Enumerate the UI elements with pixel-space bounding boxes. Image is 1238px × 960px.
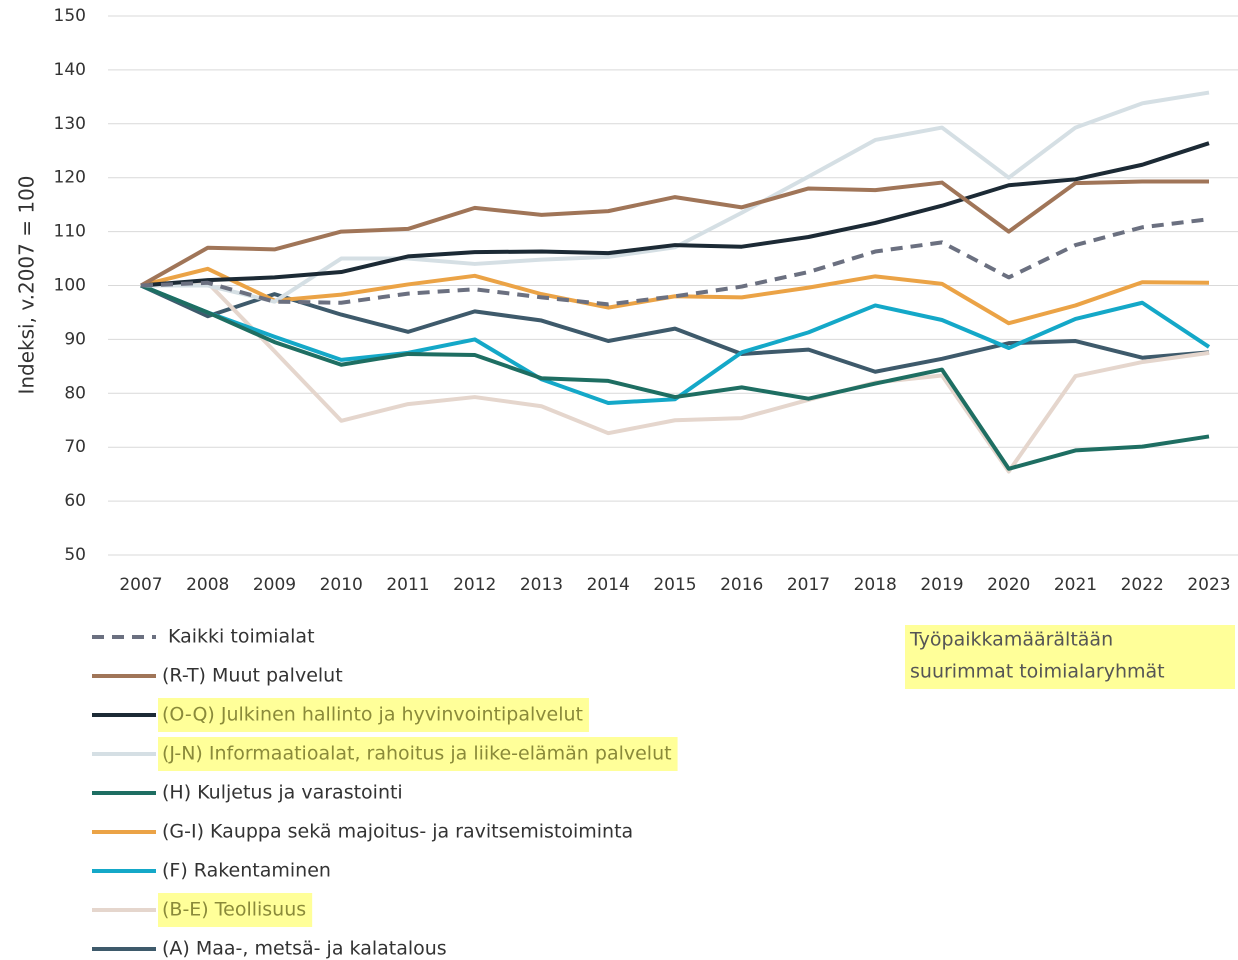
series-line (140, 141, 1210, 288)
x-tick-label: 2022 (1121, 575, 1164, 595)
x-tick-label: 2012 (453, 575, 496, 595)
x-tick-label: 2018 (854, 575, 897, 595)
annotation: suurimmat toimialaryhmät (910, 661, 1165, 683)
series-line (140, 283, 1210, 471)
series-line (140, 266, 1210, 326)
y-tick-label: 110 (54, 222, 86, 242)
x-tick-label: 2014 (587, 575, 630, 595)
x-tick-label: 2009 (253, 575, 296, 595)
x-tick-label: 2013 (520, 575, 563, 595)
legend-label: (R-T) Muut palvelut (162, 665, 343, 687)
x-tick-label: 2023 (1187, 575, 1230, 595)
x-tick-label: 2011 (386, 575, 429, 595)
x-tick-label: 2008 (186, 575, 229, 595)
legend-label: (G-I) Kauppa sekä majoitus- ja ravitsemi… (162, 821, 633, 843)
legend-highlight (158, 698, 589, 732)
y-tick-label: 100 (54, 276, 86, 296)
x-tick-label: 2007 (119, 575, 162, 595)
series-line (140, 179, 1209, 288)
y-tick-label: 120 (54, 168, 86, 188)
x-tick-label: 2016 (720, 575, 763, 595)
y-tick-label: 70 (64, 437, 86, 457)
y-tick-label: 90 (64, 329, 86, 349)
y-axis-title: Indeksi, v.2007 = 100 (15, 175, 39, 394)
annotation: Työpaikkamäärältään (909, 629, 1113, 651)
y-tick-label: 130 (54, 114, 86, 134)
legend-highlight (158, 893, 313, 927)
legend-label: (A) Maa-, metsä- ja kalatalous (162, 938, 447, 960)
y-tick-label: 50 (64, 545, 86, 565)
x-tick-label: 2020 (987, 575, 1030, 595)
legend-label: (F) Rakentaminen (162, 860, 331, 882)
legend-label: (H) Kuljetus ja varastointi (162, 782, 403, 804)
y-tick-label: 80 (64, 383, 86, 403)
y-tick-label: 150 (54, 6, 86, 26)
annotation-box (905, 625, 1235, 689)
x-tick-label: 2010 (320, 575, 363, 595)
legend-label: (O-Q) Julkinen hallinto ja hyvinvointipa… (162, 704, 583, 726)
series-line (140, 283, 1211, 406)
x-tick-label: 2019 (920, 575, 963, 595)
y-tick-label: 140 (54, 60, 86, 80)
legend-label: (B-E) Teollisuus (162, 899, 306, 921)
y-tick-label: 60 (64, 491, 86, 511)
x-tick-label: 2015 (653, 575, 696, 595)
legend-label: Kaikki toimialat (168, 626, 315, 648)
series-line (140, 280, 1210, 474)
legend-highlight (158, 737, 678, 771)
x-tick-label: 2021 (1054, 575, 1097, 595)
series-line (140, 217, 1210, 307)
legend-label: (J-N) Informaatioalat, rahoitus ja liike… (162, 743, 672, 765)
series-line (140, 283, 1210, 374)
x-tick-label: 2017 (787, 575, 830, 595)
